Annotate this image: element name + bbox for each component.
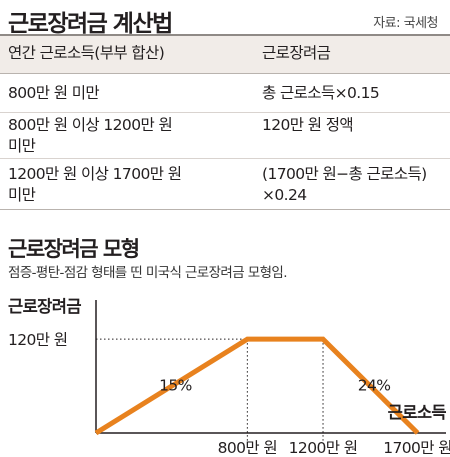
table-row: 800만 원 이상 1200만 원 미만 120만 원 정액: [0, 113, 450, 159]
x-axis-title: 근로소득: [388, 403, 447, 422]
cell-line: 800만 원 미만: [8, 84, 100, 102]
cell-line: 미만: [8, 137, 36, 155]
table-row: 800만 원 미만 총 근로소득×0.15: [0, 74, 450, 113]
benefit-cell: 120만 원 정액: [262, 115, 447, 136]
cell-line: (1700만 원−총 근로소득): [262, 165, 427, 183]
column-header-income: 연간 근로소득(부부 합산): [8, 44, 165, 62]
source-label: 자료: 국세청: [373, 16, 438, 31]
x-tick-label: 1200만 원: [289, 439, 358, 457]
cell-line: 총 근로소득×0.15: [262, 84, 380, 102]
benefit-line: [94, 336, 420, 436]
x-tick-label: 800만 원: [218, 439, 277, 457]
y-axis-title: 근로장려금: [8, 297, 81, 316]
income-cell: 800만 원 미만: [8, 83, 248, 104]
benefit-cell: (1700만 원−총 근로소득) ×0.24: [262, 164, 447, 206]
chart-guides: [96, 338, 324, 441]
chart-axes: [95, 300, 446, 434]
rate-annotation: 24%: [358, 376, 391, 394]
chart-subtitle: 점증-평탄-점감 형태를 띤 미국식 근로장려금 모형임.: [8, 265, 288, 281]
cell-line: ×0.24: [262, 186, 307, 204]
cell-line: 800만 원 이상 1200만 원: [8, 116, 173, 134]
table-row: 1200만 원 이상 1700만 원 미만 (1700만 원−총 근로소득) ×…: [0, 159, 450, 210]
cell-line: 1200만 원 이상 1700만 원: [8, 165, 182, 183]
cell-line: 미만: [8, 186, 36, 204]
chart-title: 근로장려금 모형: [8, 237, 140, 261]
calculation-table: 연간 근로소득(부부 합산) 근로장려금 800만 원 미만 총 근로소득×0.…: [0, 34, 450, 210]
column-header-benefit: 근로장려금: [262, 44, 331, 62]
y-tick-label: 120만 원: [8, 331, 67, 349]
rate-annotation: 15%: [159, 376, 192, 394]
benefit-cell: 총 근로소득×0.15: [262, 83, 447, 104]
income-cell: 800만 원 이상 1200만 원 미만: [8, 115, 248, 157]
page-title: 근로장려금 계산법: [8, 11, 173, 37]
income-cell: 1200만 원 이상 1700만 원 미만: [8, 164, 248, 206]
x-tick-label: 1700만 원: [383, 439, 450, 457]
cell-line: 120만 원 정액: [262, 116, 354, 134]
table-header-row: 연간 근로소득(부부 합산) 근로장려금: [0, 34, 450, 74]
chart-series: [94, 336, 420, 436]
